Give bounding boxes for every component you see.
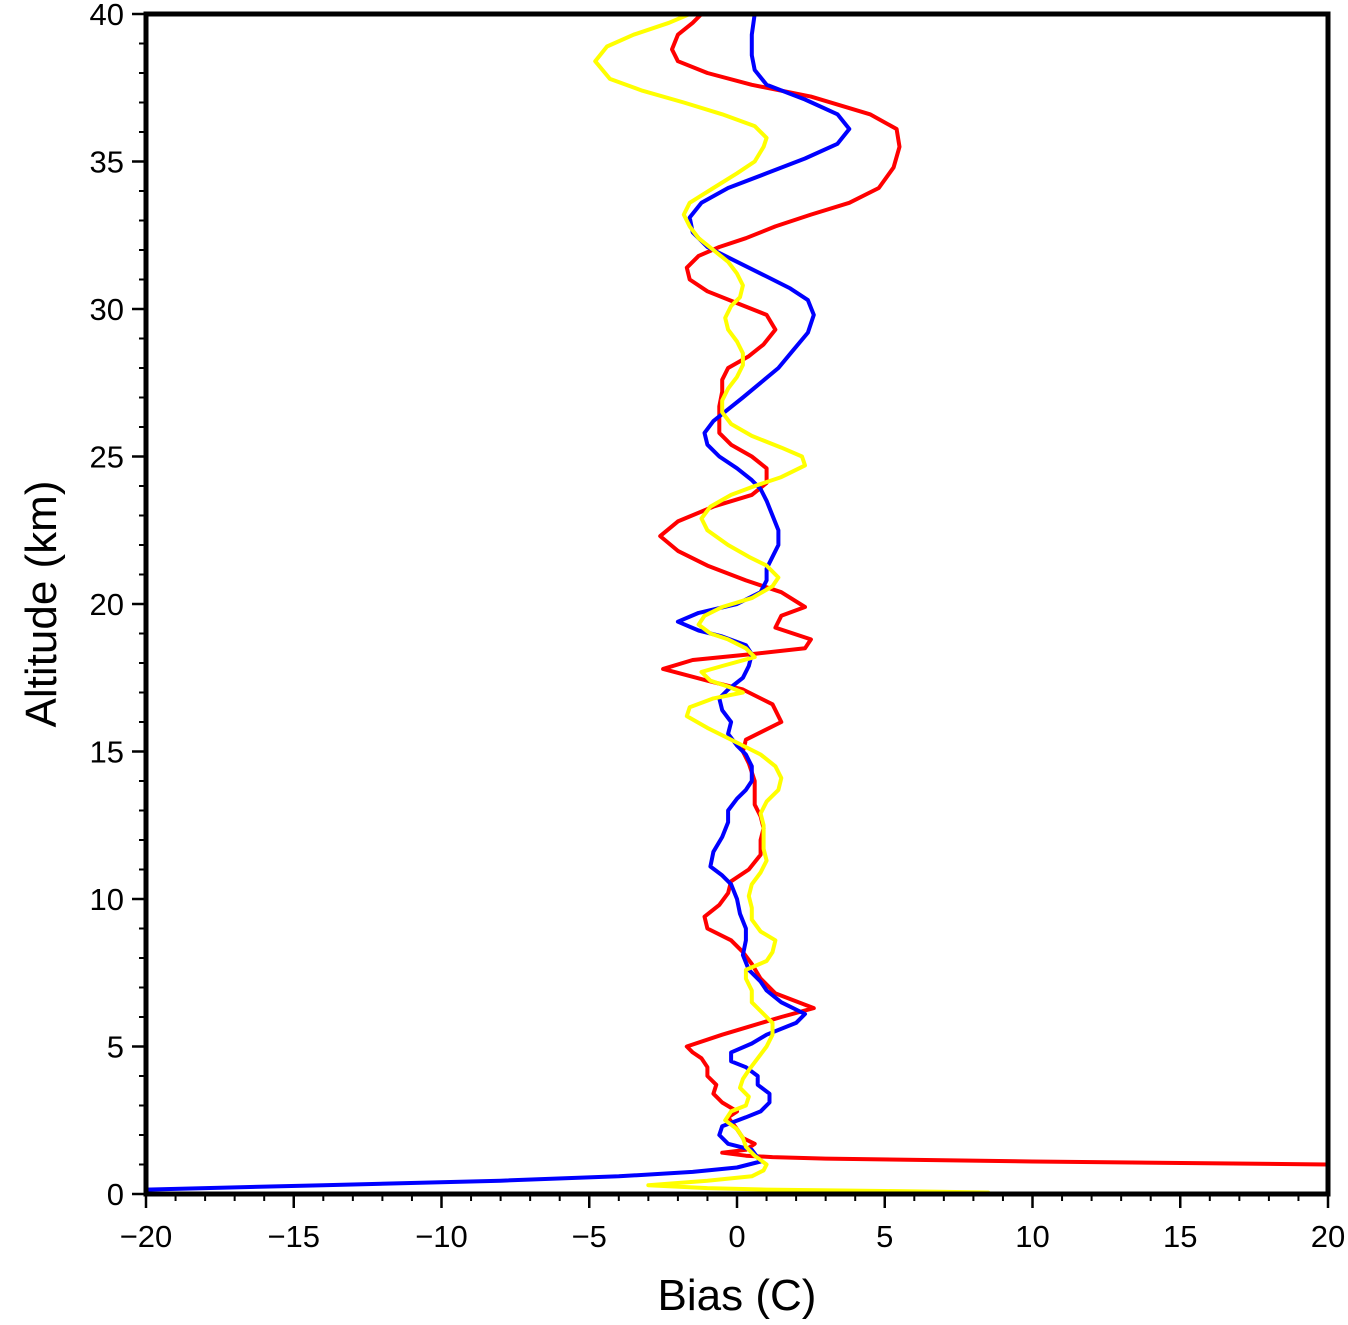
y-tick-label: 5 [107, 1030, 124, 1065]
x-tick-labels: −20 −15 −10 −5 0 5 10 15 20 [120, 1219, 1346, 1254]
minor-ticks [139, 42, 1300, 1201]
y-tick-label: 15 [90, 735, 124, 770]
x-tick-label: −5 [572, 1219, 607, 1254]
x-tick-label: −10 [415, 1219, 468, 1254]
y-tick-label: 0 [107, 1177, 124, 1212]
x-tick-label: 15 [1163, 1219, 1197, 1254]
series-group [146, 14, 1328, 1194]
y-tick-label: 25 [90, 440, 124, 475]
y-tick-label: 10 [90, 882, 124, 917]
x-axis-title: Bias (C) [658, 1271, 817, 1320]
series-line-1 [658, 14, 1328, 1167]
x-tick-label: −20 [120, 1219, 173, 1254]
y-tick-label: 20 [90, 587, 124, 622]
y-tick-label: 35 [90, 145, 124, 180]
x-tick-label: 0 [728, 1219, 745, 1254]
major-ticks [132, 12, 1330, 1208]
x-tick-label: 5 [876, 1219, 893, 1254]
x-tick-label: 10 [1015, 1219, 1049, 1254]
x-tick-label: −15 [267, 1219, 320, 1254]
plot-frame [143, 11, 1331, 1197]
y-tick-label: 40 [90, 0, 124, 32]
series-line-3 [593, 14, 991, 1194]
y-tick-labels: 0 5 10 15 20 25 30 35 40 [90, 0, 124, 1212]
y-axis-title: Altitude (km) [17, 481, 66, 728]
y-tick-label: 30 [90, 292, 124, 327]
x-tick-label: 20 [1311, 1219, 1345, 1254]
